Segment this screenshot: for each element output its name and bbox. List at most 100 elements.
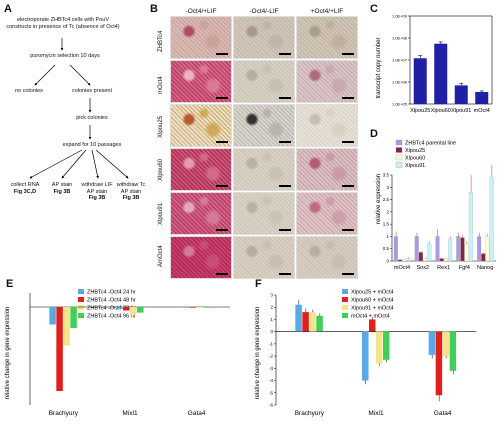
f-plot-bar [449, 331, 457, 371]
flow-withdraw-tc-fig: Fig 3B [122, 195, 140, 201]
flow-collect-rna-fig: Fig 3C,D [13, 188, 37, 195]
chart-d-ytick-label: 0 [386, 259, 389, 264]
chart-d-bar [393, 236, 398, 262]
micrograph-tile-r3-c1 [233, 148, 295, 191]
f-plot-legend-swatch [342, 313, 348, 318]
chart-d-bar [464, 243, 469, 262]
scale-bar [279, 53, 291, 55]
chart-d-ytick-label: 1.5 [383, 222, 390, 227]
chart-c-xlabel: Xlpou60 [431, 108, 451, 114]
e-plot-xlabel: Gata4 [188, 410, 206, 417]
micrograph-tile-r5-c0 [170, 236, 232, 279]
chart-c-plot: 1.0E+05 1.0E+06 1.0E+07 1.0E+08 1.0E+09 Xlpou… [392, 14, 493, 114]
f-plot-ytick-label: -2 [269, 354, 273, 359]
scale-bar [342, 229, 354, 231]
chart-d-bar [414, 236, 419, 262]
chart-d-bar [481, 253, 486, 262]
f-plot-bar [295, 304, 302, 332]
chart-d-ytick-label: 3 [386, 185, 389, 190]
micrograph-tile-r5-c1 [233, 236, 295, 279]
flow-ap-stain-fig: Fig 3B [53, 188, 71, 195]
chart-d-bar [443, 258, 448, 262]
chart-c-xlabel: Xlpou91 [451, 108, 471, 114]
chart-d-ytick-label: 3.5 [383, 173, 390, 178]
micrograph-tile-r3-c2 [296, 148, 358, 191]
chart-d-xlabel: Nanog [477, 265, 493, 271]
micrograph-tile-r4-c1 [233, 192, 295, 235]
chart-d-xlabel: Fgf4 [459, 265, 470, 271]
col-label-0: -Oct4/+LIF [185, 8, 217, 15]
e-plot-bar [182, 307, 190, 308]
e-plot-bar [116, 307, 123, 310]
chart-d-bar [418, 252, 423, 262]
row-label-2: Xlpou25 [158, 115, 164, 138]
f-plot-xlabel: Brachyury [295, 410, 325, 417]
f-plot-legend-swatch [342, 305, 348, 310]
e-plot-xlabel: Brachyury [49, 410, 79, 417]
flowchart-arrows [29, 38, 129, 179]
chart-c-xlabel: mOct4 [474, 108, 490, 114]
chart-d-bar [435, 236, 440, 262]
micrograph-tile-r4-c0 [170, 192, 232, 235]
flow-step-withdraw-tc: withdraw Tc AP stain Fig 3B [112, 182, 150, 202]
chart-c-xlabel: Xlpou25 [410, 108, 430, 114]
scale-bar [279, 185, 291, 187]
flow-withdraw-tc-label: withdraw Tc [116, 182, 146, 188]
chart-c-ytick-label: 1.0E+06 [392, 80, 408, 85]
flow-collect-rna-label: collect RNA [10, 182, 40, 188]
scale-bar [279, 141, 291, 143]
chart-d-ytick-label: 2 [386, 209, 389, 214]
f-plot-ytick-label: 3 [270, 293, 273, 298]
f-plot-ytick-label: 1 [270, 317, 273, 322]
flow-withdraw-lif-fig: Fig 3B [88, 195, 106, 201]
chart-d-bar [485, 236, 490, 262]
col-label-2: +Oct4/+LIF [310, 8, 344, 15]
e-plot-bar [49, 307, 56, 325]
flow-ap-stain-label: AP stain [51, 182, 73, 188]
row-label-3: Xlpou60 [158, 158, 164, 181]
f-plot-bar [442, 331, 450, 357]
chart-d-legend-swatch [395, 154, 403, 161]
chart-c-bar [413, 58, 427, 104]
chart-c-ylabel: transcript copy number [376, 37, 382, 98]
f-plot-ytick-label: -4 [269, 378, 273, 383]
scale-bar [216, 141, 228, 143]
f-plot-ytick-label: -3 [269, 366, 273, 371]
flow-step-puromycin: puromycin selection 10 days [30, 53, 100, 59]
flow-withdraw-lif-label: withdraw LIF [81, 182, 113, 188]
col-label-1: -Oct4/-LIF [249, 8, 279, 15]
e-plot-bar [203, 307, 211, 308]
e-plot-legend-label: ZHBTc4 -Oct4 24 hr [87, 290, 136, 296]
chart-d-bar [427, 243, 432, 262]
scale-bar [279, 97, 291, 99]
scale-bar [216, 97, 228, 99]
chart-e-ylabel: relative change in gene expression [5, 307, 11, 400]
chart-d-bar [460, 237, 465, 262]
e-plot-bar [137, 307, 144, 313]
micrograph-tile-r0-c1 [233, 16, 295, 59]
micrograph-tile-r3-c0 [170, 148, 232, 191]
flow-step-electroporate: electroporate ZHBTc4 cells with PouV con… [6, 17, 120, 30]
f-plot-bar [435, 331, 443, 396]
chart-d-ylabel: relative expression [376, 174, 382, 224]
scale-bar [279, 229, 291, 231]
chart-d-legend-label: ZHBTc4 parental line [405, 141, 456, 147]
scale-bar [216, 273, 228, 275]
e-plot-bar [189, 307, 197, 308]
f-plot-bar [309, 312, 316, 332]
chart-d-bar [489, 177, 494, 262]
chart-c-ytick-label: 1.0E+08 [392, 36, 408, 41]
e-plot-legend-swatch [78, 297, 84, 302]
flow-step-no-colonies: no colonies [15, 88, 43, 94]
f-plot-bar [362, 331, 369, 381]
panel-label-a: A [4, 3, 12, 15]
row-label-5: AmOct4 [158, 245, 164, 267]
chart-c-bar [475, 92, 489, 104]
f-plot-bar [302, 312, 309, 332]
micrograph-tile-r0-c2 [296, 16, 358, 59]
chart-f-plot: Xlpou25 + mOct4 Xlpou60 + mOct4 Xlpou91 + … [269, 289, 476, 417]
e-plot-legend-label: ZHBTc4 -Oct4 72 hr [87, 306, 136, 312]
f-plot-legend-label: mOct4 + mOct4 [351, 314, 390, 320]
e-plot-bar [70, 307, 77, 328]
f-plot-legend-swatch [342, 297, 348, 302]
